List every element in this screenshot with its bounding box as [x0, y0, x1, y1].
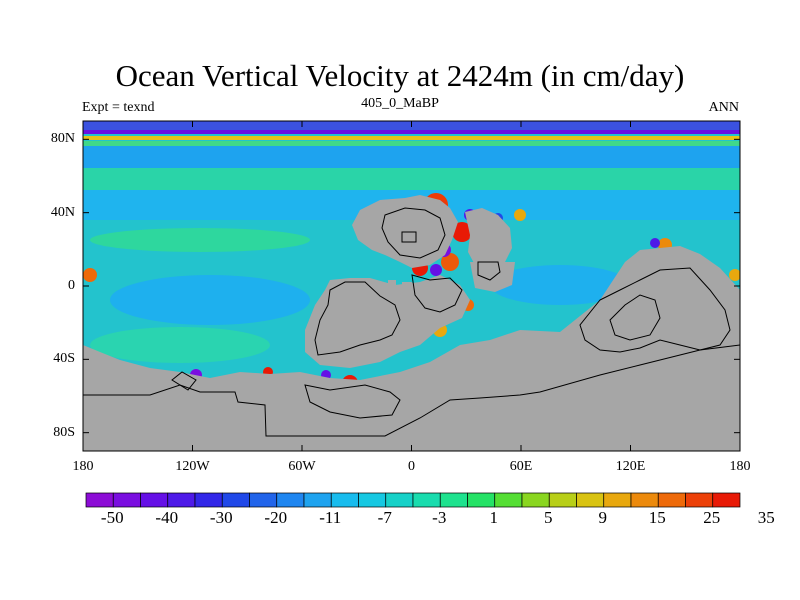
colorbar-label: 1 [489, 508, 499, 527]
land-masses [83, 195, 740, 451]
y-tick-label: 40S [53, 351, 75, 367]
colorbar-swatch [385, 492, 414, 508]
coastlines [83, 207, 740, 437]
colorbar-label: 5 [544, 508, 553, 527]
ocean-patch [490, 265, 630, 305]
colorbar-label: 35 [757, 508, 775, 527]
colorbar-swatch [576, 492, 605, 508]
ocean-band [83, 168, 740, 190]
colorbar-swatch [467, 492, 496, 508]
ocean-patch [90, 228, 310, 252]
velocity-hotspot [452, 222, 472, 242]
season-label: ANN [708, 100, 739, 115]
colorbar-label: -3 [432, 508, 447, 527]
velocity-hotspot [83, 268, 97, 282]
time-period-label: 405_0_MaBP [361, 96, 439, 111]
colorbar-swatch [221, 492, 250, 508]
colorbar-swatch [330, 492, 359, 508]
colorbar-swatch [548, 492, 577, 508]
ocean-band [83, 141, 740, 146]
colorbar-label: -20 [264, 508, 288, 527]
x-tick-label: 120E [615, 459, 646, 474]
x-tick-label: 180 [72, 459, 94, 474]
y-tick-label: 40N [50, 204, 75, 220]
ocean-band [83, 146, 740, 168]
colorbar-swatch [439, 492, 468, 508]
velocity-coldspot [430, 264, 442, 276]
velocity-coldspot [650, 238, 660, 248]
velocity-hotspot [514, 209, 526, 221]
colorbar-swatch [303, 492, 332, 508]
colorbar-label: 15 [648, 508, 666, 527]
land-mass [402, 282, 412, 290]
colorbar-swatch [276, 492, 305, 508]
land-mass [388, 280, 396, 286]
coastline [579, 267, 731, 353]
x-tick-label: 60E [509, 459, 533, 474]
ocean-band [83, 130, 740, 134]
colorbar-swatch [112, 492, 141, 508]
colorbar-swatch [249, 492, 278, 508]
colorbar-label: -11 [319, 508, 342, 527]
colorbar-swatch [358, 492, 387, 508]
coastline [314, 281, 401, 356]
colorbar-swatch [657, 492, 686, 508]
colorbar-label: 25 [703, 508, 721, 527]
colorbar-swatch [194, 492, 223, 508]
velocity-hotspot [729, 269, 740, 281]
colorbar-swatch [167, 492, 196, 508]
y-tick-label: 80S [53, 424, 75, 440]
colorbar-swatch [603, 492, 632, 508]
land-mass [470, 262, 515, 292]
coastline [411, 274, 463, 313]
y-tick-label: 80N [50, 131, 75, 147]
colorbar-label: -40 [155, 508, 179, 527]
colorbar-swatch [685, 492, 714, 508]
colorbar-swatch [521, 492, 550, 508]
land-mass [83, 246, 740, 451]
coastline [381, 207, 446, 259]
x-tick-label: 180 [729, 459, 751, 474]
land-mass [305, 275, 470, 368]
y-tick-label: 0 [68, 278, 75, 293]
coastline [171, 371, 197, 391]
velocity-hotspot [441, 253, 459, 271]
colorbar-label: -30 [209, 508, 233, 527]
coastline [304, 384, 401, 419]
experiment-label: Expt = texnd [82, 100, 155, 115]
colorbar-swatch [85, 492, 114, 508]
ocean-band [83, 136, 740, 140]
x-tick-label: 60W [288, 459, 316, 474]
land-mass [465, 208, 512, 270]
colorbar-swatch [412, 492, 441, 508]
coastline [477, 261, 501, 281]
axis-ticks [82, 121, 741, 451]
ocean-patch [110, 275, 310, 325]
colorbar [85, 492, 741, 508]
coastline [401, 231, 417, 243]
x-tick-label: 0 [408, 459, 415, 474]
colorbar-swatch [140, 492, 169, 508]
colorbar-swatch [630, 492, 659, 508]
ocean-patch [90, 327, 270, 363]
colorbar-label: -50 [100, 508, 124, 527]
chart-title: Ocean Vertical Velocity at 2424m (in cm/… [115, 58, 685, 93]
colorbar-swatch [494, 492, 523, 508]
coastline [609, 294, 661, 341]
colorbar-swatch [712, 492, 741, 508]
x-tick-label: 120W [175, 459, 210, 474]
colorbar-label: -7 [377, 508, 392, 527]
colorbar-label: 9 [598, 508, 608, 527]
